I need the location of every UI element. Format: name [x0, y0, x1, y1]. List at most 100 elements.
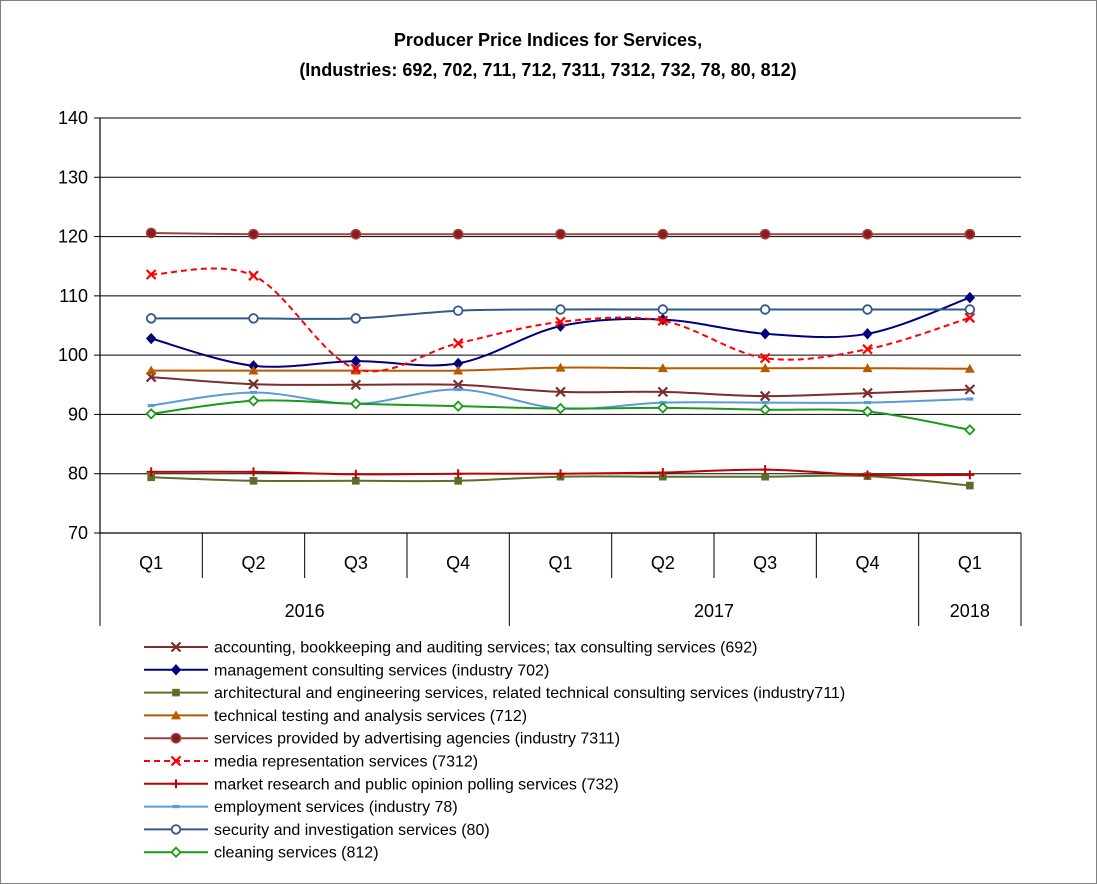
y-axis-ticks: 70 80 90 100 110 120 130 140 [58, 108, 100, 543]
data-point [453, 469, 463, 479]
data-point [452, 228, 464, 240]
legend-item: technical testing and analysis services … [144, 708, 527, 725]
legend-item: cleaning services (812) [144, 845, 379, 862]
data-point [452, 338, 464, 349]
data-point [350, 397, 362, 410]
data-point [350, 313, 362, 324]
data-point [145, 332, 157, 345]
data-point [862, 343, 873, 355]
data-point [863, 470, 872, 480]
data-point [248, 313, 259, 324]
x-axis-categories: Q1 Q2 Q3 Q4 Q1 Q2 Q3 Q4 Q1 2016 2017 2018 [99, 533, 1022, 626]
legend-item: security and investigation services (80) [144, 822, 490, 839]
y-tick-label: 130 [58, 167, 88, 187]
data-point [145, 269, 157, 280]
data-point [556, 469, 565, 479]
data-point [862, 328, 873, 340]
legend: accounting, bookkeeping and auditing ser… [144, 640, 845, 862]
x-tick-label: Q2 [241, 553, 265, 573]
legend-marker [170, 755, 182, 767]
legend-label: market research and public opinion polli… [214, 776, 619, 793]
series-9 [145, 304, 976, 324]
data-point [145, 313, 157, 324]
x-tick-label: Q1 [139, 553, 163, 573]
legend-label: technical testing and analysis services … [214, 708, 527, 725]
y-tick-label: 140 [58, 108, 88, 128]
series-line [151, 267, 971, 373]
legend-marker [172, 805, 180, 809]
data-point [452, 400, 464, 412]
data-point [249, 477, 258, 485]
legend-marker [170, 664, 182, 676]
data-point [350, 379, 362, 391]
legend-label: security and investigation services (80) [214, 822, 490, 839]
data-point [862, 363, 873, 373]
data-point [555, 228, 566, 240]
data-point [247, 395, 260, 407]
data-point [965, 470, 975, 480]
data-point [658, 468, 668, 478]
data-point [964, 424, 976, 436]
y-tick-label: 120 [58, 227, 88, 247]
data-point [759, 304, 771, 315]
legend-marker [171, 779, 181, 789]
axes [99, 118, 1021, 534]
data-point [147, 403, 155, 408]
series-5 [145, 227, 976, 240]
y-tick-label: 100 [58, 345, 88, 365]
data-point [249, 467, 258, 477]
legend-label: cleaning services (812) [214, 845, 379, 862]
y-tick-label: 110 [59, 286, 88, 306]
data-point [964, 291, 976, 304]
data-point [350, 228, 362, 240]
series-6 [145, 267, 976, 375]
series-layer [145, 227, 976, 490]
legend-label: architectural and engineering services, … [214, 685, 845, 702]
data-point [452, 379, 464, 391]
legend-marker [170, 641, 182, 653]
data-point [761, 400, 769, 405]
legend-label: media representation services (7312) [214, 754, 478, 771]
series-1 [145, 371, 976, 402]
x-tick-label: Q4 [855, 553, 879, 573]
chart-title: Producer Price Indices for Services, [394, 30, 702, 50]
data-point [966, 397, 974, 401]
data-point [861, 405, 874, 418]
legend-item: media representation services (7312) [144, 754, 478, 771]
legend-item: architectural and engineering services, … [144, 685, 845, 702]
legend-item: market research and public opinion polli… [144, 776, 619, 793]
x-year-label: 2017 [694, 601, 734, 621]
data-point [759, 390, 771, 402]
data-point [964, 384, 976, 395]
legend-marker [170, 846, 182, 858]
legend-marker [170, 732, 182, 744]
series-7 [146, 465, 975, 480]
data-point [351, 469, 361, 479]
data-point [657, 363, 668, 373]
data-point [554, 402, 567, 415]
x-tick-label: Q1 [958, 553, 982, 573]
data-point [555, 362, 566, 372]
chart-subtitle: (Industries: 692, 702, 711, 712, 7311, 7… [299, 60, 796, 80]
data-point [761, 472, 769, 481]
data-point [759, 228, 771, 240]
data-point [759, 403, 771, 416]
data-point [248, 378, 259, 390]
x-tick-label: Q3 [344, 553, 368, 573]
data-point [452, 305, 464, 316]
data-point [248, 365, 259, 375]
data-point [555, 304, 566, 315]
data-point [453, 365, 464, 375]
legend-item: management consulting services (industry… [144, 662, 549, 679]
y-tick-label: 80 [68, 464, 88, 484]
data-point [864, 400, 871, 405]
data-point [146, 467, 156, 477]
y-tick-label: 90 [68, 404, 88, 424]
x-tick-label: Q2 [651, 553, 675, 573]
data-point [657, 228, 669, 240]
data-point [250, 390, 257, 395]
data-point [760, 363, 771, 373]
x-year-label: 2016 [285, 601, 325, 621]
